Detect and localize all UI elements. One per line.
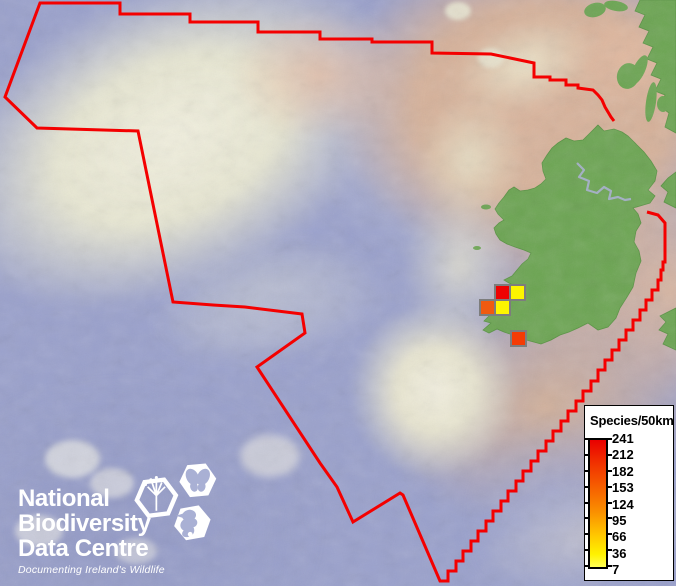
logo-tagline: Documenting Ireland's Wildlife — [18, 564, 165, 576]
legend-tick — [606, 469, 612, 472]
species-grid-cell[interactable] — [509, 284, 526, 301]
designated-area-boundary — [3, 1, 667, 583]
legend-tick-label: 241 — [612, 431, 634, 446]
legend-tick-label: 182 — [612, 463, 634, 479]
legend-tick — [606, 453, 612, 456]
legend-colorbar — [588, 438, 608, 569]
legend-tick-label: 124 — [612, 496, 634, 512]
legend-ticks-left — [585, 438, 590, 567]
logo-title-line: National — [18, 485, 110, 512]
legend-tick — [606, 438, 612, 440]
seahorse-icon — [174, 505, 211, 541]
logo-title-line: Data Centre — [18, 535, 149, 562]
nbdc-logo: National Biodiversity Data Centre Docume… — [18, 486, 165, 576]
logo-title-line: Biodiversity — [18, 510, 151, 537]
legend-ticks-right — [606, 438, 612, 567]
legend-tick-label: 7 — [612, 562, 620, 577]
legend-tick — [606, 565, 612, 567]
species-grid-cell[interactable] — [494, 299, 511, 316]
legend-tick — [585, 485, 590, 488]
legend-tick-label: 36 — [612, 545, 627, 561]
northern-ireland-border — [576, 162, 632, 202]
legend-tick — [585, 565, 590, 567]
legend-tick — [606, 549, 612, 552]
legend-tick — [606, 533, 612, 536]
species-grid-cell[interactable] — [479, 299, 496, 316]
legend-tick — [585, 533, 590, 536]
species-grid-cell[interactable] — [494, 284, 511, 301]
legend-tick — [606, 517, 612, 520]
legend-title: Species/50km — [590, 413, 674, 428]
legend-tick-label: 212 — [612, 447, 634, 463]
legend-tick — [585, 549, 590, 552]
legend-tick — [585, 501, 590, 504]
legend-tick — [585, 453, 590, 456]
tree-icon — [134, 476, 179, 519]
legend-tick — [606, 501, 612, 504]
nbdc-logo-hexagons — [134, 463, 217, 541]
legend-tick-labels: 241 212 182 153 124 95 66 36 7 — [612, 431, 634, 578]
species-grid-cell[interactable] — [510, 330, 527, 347]
legend-tick-label: 95 — [612, 512, 627, 528]
legend-tick-label: 66 — [612, 529, 627, 545]
legend-tick — [585, 517, 590, 520]
legend-tick — [585, 469, 590, 472]
legend-panel: Species/50km 241 212 182 153 124 95 66 36 7 — [584, 405, 674, 581]
legend-tick — [606, 485, 612, 488]
legend-tick — [585, 438, 590, 440]
legend-tick-label: 153 — [612, 480, 634, 496]
butterfly-icon — [179, 463, 217, 498]
